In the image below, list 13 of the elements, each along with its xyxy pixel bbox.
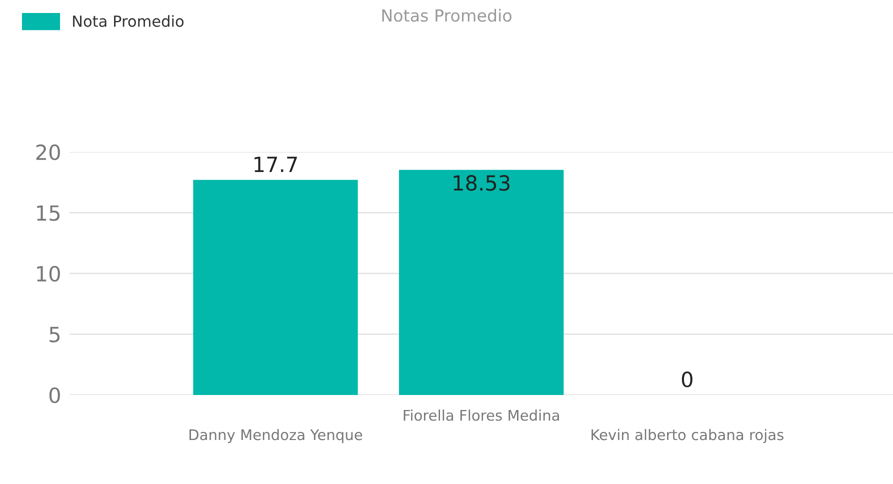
y-tick-label: 10 — [37, 266, 60, 282]
x-tick-label: Fiorella Flores Medina — [404, 410, 559, 421]
data-label: 17.7 — [254, 156, 297, 172]
x-tick-label: Danny Mendoza Yenque — [190, 428, 362, 444]
data-label: 18.53 — [454, 175, 510, 191]
x-tick-label: Kevin alberto cabana rojas — [592, 428, 784, 444]
y-tick-label: 15 — [37, 205, 60, 221]
y-tick-label: 5 — [50, 326, 60, 342]
chart-title: Notas Promedio — [382, 8, 512, 22]
y-tick-label: 0 — [49, 387, 60, 404]
legend-label: Nota Promedio — [73, 15, 184, 27]
y-tick-label: 20 — [36, 144, 60, 160]
data-label: 0 — [682, 372, 692, 388]
